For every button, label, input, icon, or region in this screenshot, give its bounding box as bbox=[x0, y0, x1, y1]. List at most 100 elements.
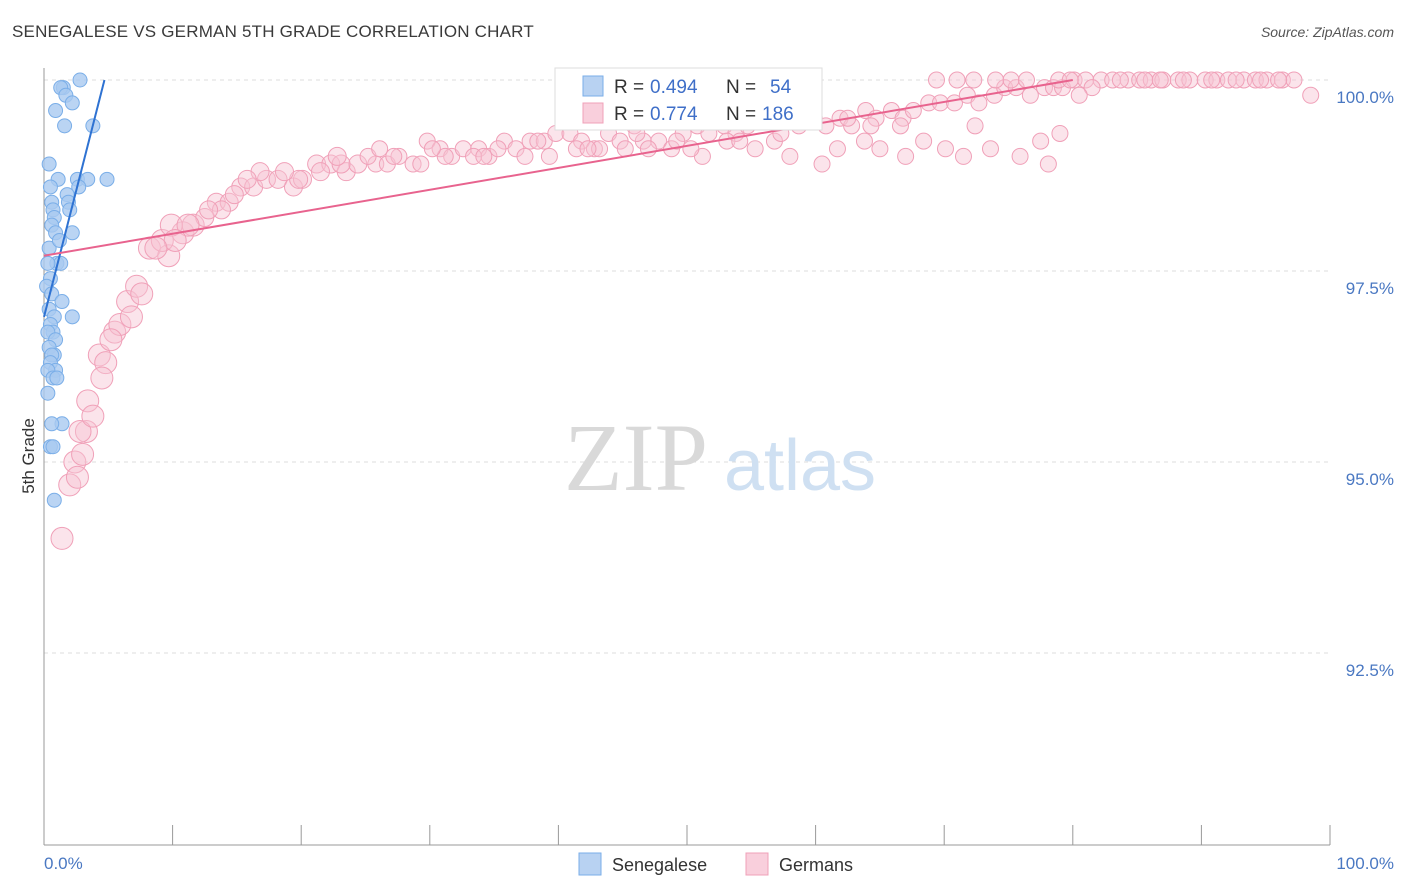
germans-point-110 bbox=[1083, 79, 1101, 97]
germans-point-161 bbox=[224, 185, 244, 205]
germans-point-134 bbox=[1011, 147, 1029, 165]
germans-point-105 bbox=[965, 71, 983, 89]
germans-point-13 bbox=[157, 244, 181, 268]
germans-point-180 bbox=[579, 140, 597, 158]
chart-source: Source: ZipAtlas.com bbox=[1260, 24, 1394, 40]
germans-point-5 bbox=[76, 389, 100, 413]
germans-point-24 bbox=[268, 169, 288, 189]
germans-point-136 bbox=[1039, 155, 1057, 173]
germans-point-135 bbox=[1032, 132, 1050, 150]
germans-point-122 bbox=[1070, 86, 1088, 104]
legend-label-senegalese: Senegalese bbox=[612, 855, 707, 875]
germans-point-153 bbox=[385, 147, 403, 165]
germans-point-120 bbox=[927, 71, 945, 89]
germans-point-175 bbox=[862, 117, 880, 135]
stats-r-label-2: R = bbox=[614, 104, 644, 125]
senegalese-point-49 bbox=[46, 492, 62, 508]
germans-point-113 bbox=[1151, 71, 1169, 89]
germans-point-137 bbox=[891, 117, 909, 135]
trend-lines bbox=[43, 79, 1073, 318]
germans-point-95 bbox=[1181, 71, 1199, 89]
stats-n-label-2: N = bbox=[726, 104, 756, 125]
germans-point-111 bbox=[1111, 71, 1129, 89]
germans-point-182 bbox=[475, 147, 493, 165]
germans-point-167 bbox=[130, 282, 154, 306]
x-tick-label-min: 0.0% bbox=[44, 854, 83, 873]
germans-point-144 bbox=[616, 140, 634, 158]
germans-point-173 bbox=[65, 465, 89, 489]
germans-point-169 bbox=[99, 328, 123, 352]
germans-point-4 bbox=[68, 419, 92, 443]
y-axis-title: 5th Grade bbox=[19, 418, 38, 494]
germans-point-133 bbox=[981, 140, 999, 158]
stats-n-value-1: 54 bbox=[770, 77, 792, 98]
stats-r-value-1: 0.494 bbox=[650, 77, 698, 98]
germans-point-185 bbox=[327, 146, 347, 166]
germans-point-178 bbox=[682, 140, 700, 158]
germans-point-184 bbox=[371, 140, 389, 158]
senegalese-point-8 bbox=[99, 171, 115, 187]
legend-swatch-senegalese bbox=[578, 852, 602, 876]
germans-points bbox=[50, 71, 1320, 550]
germans-point-163 bbox=[199, 200, 219, 220]
y-tick-label-3: 92.5% bbox=[1346, 661, 1394, 680]
germans-point-107 bbox=[1018, 71, 1036, 89]
germans-point-103 bbox=[1285, 71, 1303, 89]
germans-point-132 bbox=[966, 117, 984, 135]
watermark-atlas: atlas bbox=[724, 426, 876, 506]
germans-point-150 bbox=[465, 147, 483, 165]
stats-legend: R = 0.494 N = 54 R = 0.774 N = 186 bbox=[554, 67, 823, 131]
y-tick-label-2: 95.0% bbox=[1346, 470, 1394, 489]
senegalese-point-4 bbox=[64, 95, 80, 111]
chart-title: SENEGALESE VS GERMAN 5TH GRADE CORRELATI… bbox=[12, 22, 534, 41]
germans-point-73 bbox=[904, 102, 922, 120]
legend-label-germans: Germans bbox=[779, 855, 853, 875]
germans-point-183 bbox=[423, 140, 441, 158]
germans-point-9 bbox=[108, 312, 132, 336]
germans-point-86 bbox=[1065, 71, 1083, 89]
y-tick-label-1: 97.5% bbox=[1346, 279, 1394, 298]
germans-point-92 bbox=[1142, 71, 1160, 89]
germans-point-115 bbox=[1203, 71, 1221, 89]
stats-r-label-1: R = bbox=[614, 77, 644, 98]
germans-point-171 bbox=[81, 404, 105, 428]
germans-point-170 bbox=[90, 366, 114, 390]
germans-point-119 bbox=[948, 71, 966, 89]
germans-point-142 bbox=[668, 132, 686, 150]
germans-point-148 bbox=[516, 147, 534, 165]
germans-point-131 bbox=[954, 147, 972, 165]
germans-point-166 bbox=[144, 236, 168, 260]
germans-point-181 bbox=[529, 132, 547, 150]
senegalese-point-0 bbox=[72, 72, 88, 88]
germans-point-152 bbox=[412, 155, 430, 173]
tick-labels: 0.0% 100.0% 100.0% 97.5% 95.0% 92.5% bbox=[44, 88, 1394, 873]
germans-point-156 bbox=[310, 162, 330, 182]
senegalese-point-25 bbox=[40, 255, 56, 271]
watermark-zip: ZIP bbox=[564, 404, 708, 511]
germans-point-172 bbox=[71, 442, 95, 466]
stats-n-value-2: 186 bbox=[762, 104, 794, 125]
watermark: ZIP atlas bbox=[564, 404, 876, 511]
germans-point-151 bbox=[436, 147, 454, 165]
germans-point-160 bbox=[237, 169, 257, 189]
y-tick-label-0: 100.0% bbox=[1336, 88, 1394, 107]
germans-point-149 bbox=[489, 140, 507, 158]
senegalese-point-48 bbox=[45, 439, 61, 455]
senegalese-point-29 bbox=[54, 294, 70, 310]
germans-point-91 bbox=[1131, 71, 1149, 89]
germans-point-7 bbox=[94, 351, 118, 375]
senegalese-point-12 bbox=[42, 179, 58, 195]
x-tick-label-max: 100.0% bbox=[1336, 854, 1394, 873]
germans-point-123 bbox=[1051, 124, 1069, 142]
germans-point-96 bbox=[1196, 71, 1214, 89]
germans-point-118 bbox=[1270, 71, 1288, 89]
germans-point-128 bbox=[897, 147, 915, 165]
bottom-legend: Senegalese Germans bbox=[578, 852, 853, 876]
germans-point-0 bbox=[50, 526, 74, 550]
axes-layer bbox=[43, 68, 1330, 846]
senegalese-point-6 bbox=[57, 118, 73, 134]
germans-point-78 bbox=[970, 94, 988, 112]
senegalese-point-46 bbox=[44, 416, 60, 432]
germans-point-158 bbox=[274, 162, 294, 182]
